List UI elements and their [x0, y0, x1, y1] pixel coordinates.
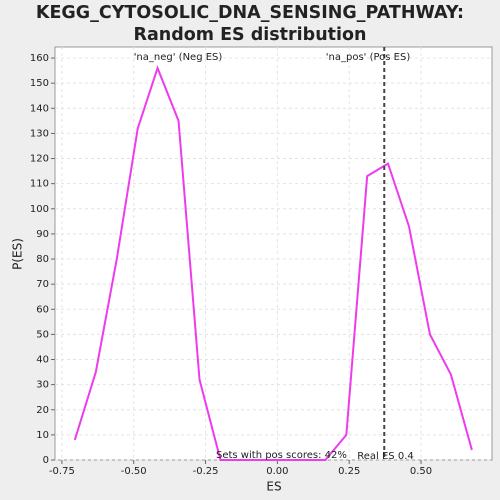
real-es-label: Real ES 0.4: [357, 451, 413, 462]
x-axis-label: ES: [266, 480, 281, 494]
y-tick-label: 90: [36, 229, 49, 240]
y-tick-label: 110: [30, 179, 49, 190]
y-tick-label: 100: [30, 204, 49, 215]
annotation: 'na_neg' (Neg ES): [134, 52, 223, 63]
es-line: [73, 65, 473, 461]
annotation: Sets with pos scores: 42%: [216, 450, 347, 461]
y-tick-label: 160: [30, 53, 49, 64]
y-tick-label: 140: [30, 103, 49, 114]
x-tick-label: 0.00: [266, 466, 288, 477]
y-tick-label: 20: [36, 405, 49, 416]
x-tick-label: 0.50: [410, 466, 432, 477]
x-tick-label: 0.25: [338, 466, 360, 477]
y-tick-label: 130: [30, 128, 49, 139]
y-tick-label: 50: [36, 329, 49, 340]
y-axis-label: P(ES): [11, 238, 25, 270]
y-tick-label: 40: [36, 355, 49, 366]
x-tick-label: -0.75: [49, 466, 75, 477]
y-tick-label: 10: [36, 430, 49, 441]
annotation: 'na_pos' (Pos ES): [326, 52, 411, 63]
chart-title: KEGG_CYTOSOLIC_DNA_SENSING_PATHWAY: Rand…: [35, 3, 465, 45]
y-tick-label: 150: [30, 78, 49, 89]
x-tick-label: -0.50: [121, 466, 147, 477]
y-tick-label: 30: [36, 380, 49, 391]
y-tick-label: 0: [43, 455, 49, 466]
y-tick-label: 60: [36, 304, 49, 315]
x-tick-label: -0.25: [193, 466, 219, 477]
y-tick-label: 80: [36, 254, 49, 265]
plot-area: [54, 46, 493, 461]
y-tick-label: 70: [36, 279, 49, 290]
y-tick-label: 120: [30, 154, 49, 165]
